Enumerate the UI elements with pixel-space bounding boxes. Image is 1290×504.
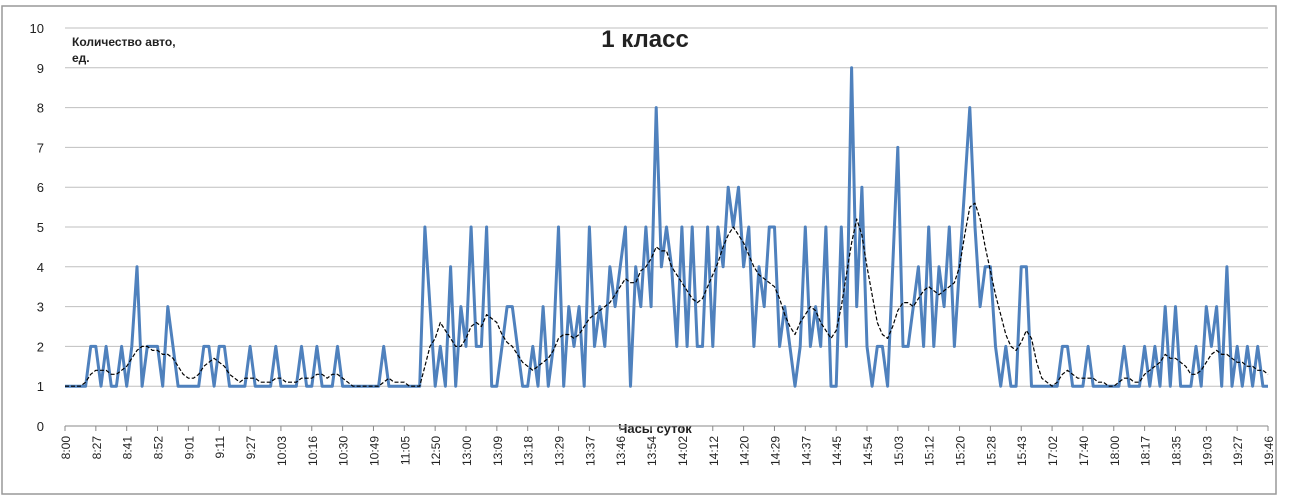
y-tick-label: 10 [30,21,44,36]
y-tick-label: 1 [37,379,44,394]
x-tick-label: 13:00 [460,436,474,466]
y-axis-label: Количество авто, ед. [72,35,176,65]
x-tick-label: 13:46 [614,436,628,466]
x-tick-label: 13:18 [522,436,536,466]
x-tick-label: 10:03 [275,436,289,466]
x-tick-label: 12:50 [429,436,443,466]
y-tick-label: 9 [37,61,44,76]
x-tick-label: 9:11 [213,436,227,459]
x-tick-label: 15:12 [923,436,937,466]
y-tick-label: 5 [37,220,44,235]
y-tick-label: 4 [37,260,44,275]
x-tick-label: 15:28 [984,436,998,466]
x-tick-label: 8:00 [59,436,73,460]
x-tick-label: 9:27 [244,436,258,460]
y-tick-label: 7 [37,140,44,155]
y-tick-label: 3 [37,300,44,315]
y-tick-label: 6 [37,180,44,195]
x-tick-label: 14:45 [830,436,844,466]
y-tick-label: 2 [37,339,44,354]
x-tick-label: 15:20 [954,436,968,466]
x-tick-label: 19:27 [1231,436,1245,466]
y-tick-label: 0 [37,419,44,434]
x-tick-label: 8:52 [152,436,166,460]
x-tick-label: 10:49 [367,436,381,466]
x-tick-label: 13:37 [583,436,597,466]
chart-frame [1,5,1277,495]
x-tick-label: 14:37 [799,436,813,466]
x-tick-label: 14:20 [738,436,752,466]
x-tick-label: 18:35 [1169,436,1183,466]
x-tick-label: 13:54 [645,436,659,466]
series-line [65,202,1269,387]
x-tick-label: 15:03 [892,436,906,466]
x-tick-label: 13:29 [553,436,567,466]
x-tick-label: 8:41 [121,436,135,460]
x-tick-label: 14:54 [861,436,875,466]
x-tick-label: 11:05 [398,436,412,465]
series-line [65,66,1268,388]
x-tick-label: 18:17 [1139,436,1153,466]
x-tick-label: 15:43 [1015,436,1029,466]
x-tick-label: 19:03 [1200,436,1214,466]
x-tick-label: 19:46 [1262,436,1276,466]
x-axis-label: Часы суток [618,421,692,436]
x-tick-label: 17:40 [1077,436,1091,466]
x-tick-label: 14:12 [707,436,721,466]
x-tick-label: 18:00 [1108,436,1122,466]
x-tick-label: 10:30 [337,436,351,466]
y-tick-label: 8 [37,101,44,116]
x-tick-label: 8:27 [90,436,104,460]
x-tick-label: 13:09 [491,436,505,466]
x-tick-label: 14:02 [676,436,690,466]
x-tick-label: 17:02 [1046,436,1060,466]
x-tick-label: 10:16 [306,436,320,466]
x-tick-label: 14:29 [768,436,782,466]
x-tick-label: 9:01 [182,436,196,460]
chart-title: 1 класс [601,26,689,53]
